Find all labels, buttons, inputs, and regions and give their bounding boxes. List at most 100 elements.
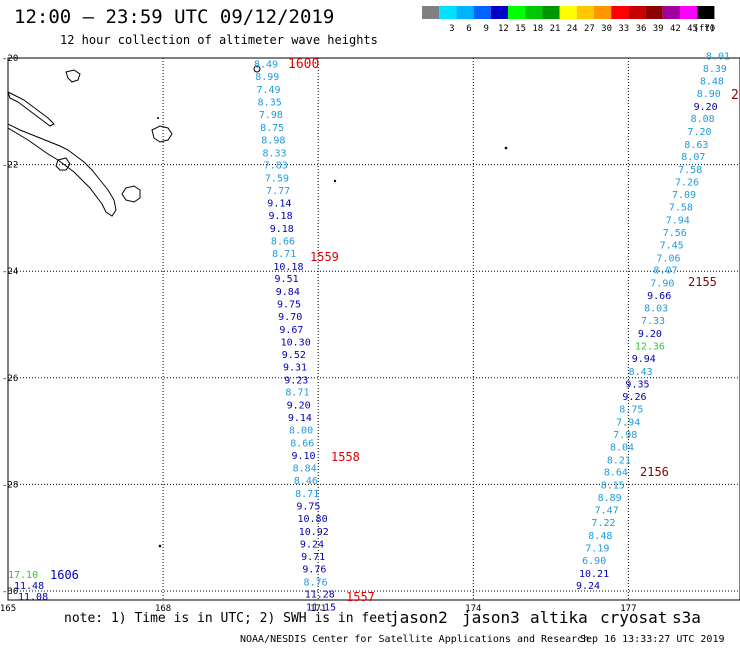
page-title: 12:00 — 23:59 UTC 09/12/2019 xyxy=(14,6,335,28)
wave-height-value: 11.15 xyxy=(306,602,336,613)
legend-swatch xyxy=(525,6,543,19)
small-island xyxy=(504,146,508,150)
wave-height-value: 8.90 xyxy=(697,89,721,100)
legend-label: 33 xyxy=(618,24,629,34)
legend-label: 6 xyxy=(466,24,471,34)
legend-swatch xyxy=(473,6,491,19)
wave-height-value: 9.70 xyxy=(278,312,302,323)
wave-height-value: 7.58 xyxy=(678,165,702,176)
wave-height-value: 8.01 xyxy=(706,51,730,62)
wave-height-value: 9.94 xyxy=(632,354,656,365)
wave-height-value: 9.14 xyxy=(267,198,291,209)
wave-height-value: 7.59 xyxy=(265,173,289,184)
loyalty-island-lifou xyxy=(151,125,173,143)
wave-height-value: 9.14 xyxy=(288,413,312,424)
wave-height-observations: 8.498.997.498.357.988.758.988.337.837.59… xyxy=(8,51,730,613)
wave-height-value: 9.52 xyxy=(282,350,306,361)
small-island xyxy=(333,179,337,183)
wave-height-value: 8.66 xyxy=(290,438,314,449)
wave-height-value: 8.46 xyxy=(294,476,318,487)
wave-height-value: 8.21 xyxy=(607,455,631,466)
small-island xyxy=(158,544,162,548)
satellite-s3a-label: s3a xyxy=(672,608,701,627)
wave-height-value: 8.63 xyxy=(684,140,708,151)
wave-height-value: 7.09 xyxy=(672,190,696,201)
wave-height-value: 8.71 xyxy=(272,249,296,260)
wave-height-value: 9.20 xyxy=(638,329,662,340)
wave-height-value: 9.71 xyxy=(301,552,325,563)
wave-height-value: 9.84 xyxy=(276,287,300,298)
wave-height-value: 8.33 xyxy=(263,148,287,159)
legend-label: 36 xyxy=(636,24,647,34)
wave-height-value: 7.19 xyxy=(585,543,609,554)
wave-height-value: 7.94 xyxy=(616,418,640,429)
legend-swatch xyxy=(542,6,560,19)
legend-label: 42 xyxy=(670,24,681,34)
wave-height-value: 9.18 xyxy=(270,224,294,235)
wave-height-value: 7.33 xyxy=(641,316,665,327)
wave-height-value: 7.98 xyxy=(259,110,283,121)
lat-tick-label: -26 xyxy=(2,374,18,384)
wave-height-value: 7.94 xyxy=(666,215,690,226)
wave-height-value: 9.66 xyxy=(647,291,671,302)
wave-height-value: 9.20 xyxy=(287,400,311,411)
wave-height-value: 8.08 xyxy=(691,114,715,125)
wave-height-value: 9.67 xyxy=(279,325,303,336)
wave-height-value: 8.49 xyxy=(254,59,278,70)
wave-height-value: 8.64 xyxy=(604,468,628,479)
small-island xyxy=(157,117,159,119)
wave-height-value: 10.92 xyxy=(299,527,329,538)
legend-label: 70 xyxy=(704,24,715,34)
legend-swatch xyxy=(662,6,680,19)
satellite-cryosat-label: cryosat xyxy=(600,608,668,627)
wave-height-value: 7.20 xyxy=(687,127,711,138)
wave-height-value: 12.36 xyxy=(635,341,665,352)
legend-swatch xyxy=(422,6,440,19)
wave-height-value: 17.10 xyxy=(8,570,38,581)
wave-height-value: 8.03 xyxy=(644,303,668,314)
pass-time-label: 1600 xyxy=(288,57,319,72)
legend-swatch xyxy=(490,6,508,19)
wave-height-value: 8.00 xyxy=(289,426,313,437)
isle-of-pines xyxy=(55,157,71,171)
wave-height-value: 7.06 xyxy=(656,253,680,264)
legend-swatch xyxy=(680,6,698,19)
wave-height-value: 8.99 xyxy=(255,72,279,83)
wave-height-value: 8.75 xyxy=(619,405,643,416)
wave-height-value: 8.04 xyxy=(610,443,634,454)
pass-time-label: 1559 xyxy=(310,250,339,264)
wave-height-value: 10.30 xyxy=(281,338,311,349)
wave-height-value: 9.26 xyxy=(622,392,646,403)
legend-unit: (ft) xyxy=(694,24,716,34)
legend-swatch xyxy=(508,6,526,19)
pass-time-label: 2 xyxy=(731,88,739,103)
wave-height-value: 11.48 xyxy=(14,581,44,592)
lon-tick-label: 165 xyxy=(0,604,16,614)
wave-height-value: 7.56 xyxy=(663,228,687,239)
wave-height-value: 9.31 xyxy=(283,363,307,374)
legend-label: 27 xyxy=(584,24,595,34)
credit-timestamp: Sep 16 13:33:27 UTC 2019 xyxy=(580,634,725,645)
satellite-jason3-label: jason3 xyxy=(462,608,520,627)
wave-height-value: 8.71 xyxy=(295,489,319,500)
legend-label: 21 xyxy=(550,24,561,34)
wave-height-value: 9.24 xyxy=(300,540,324,551)
wave-height-value: 8.48 xyxy=(588,531,612,542)
lat-tick-label: -24 xyxy=(2,267,18,277)
lon-tick-label: 177 xyxy=(620,604,636,614)
loyalty-island-ouvea xyxy=(65,69,81,83)
wave-height-value: 8.71 xyxy=(285,388,309,399)
wave-height-value: 8.75 xyxy=(260,123,284,134)
legend-swatch xyxy=(456,6,474,19)
legend-label: 15 xyxy=(515,24,526,34)
lon-tick-label: 174 xyxy=(465,604,481,614)
wave-height-value: 9.18 xyxy=(269,211,293,222)
wave-height-value: 9.20 xyxy=(694,102,718,113)
legend-swatch xyxy=(439,6,457,19)
wave-height-value: 9.23 xyxy=(284,375,308,386)
wave-height-value: 7.22 xyxy=(591,518,615,529)
wave-height-value: 9.35 xyxy=(625,380,649,391)
legend-swatch xyxy=(628,6,646,19)
map-frame xyxy=(7,57,740,601)
legend-label: 9 xyxy=(483,24,488,34)
